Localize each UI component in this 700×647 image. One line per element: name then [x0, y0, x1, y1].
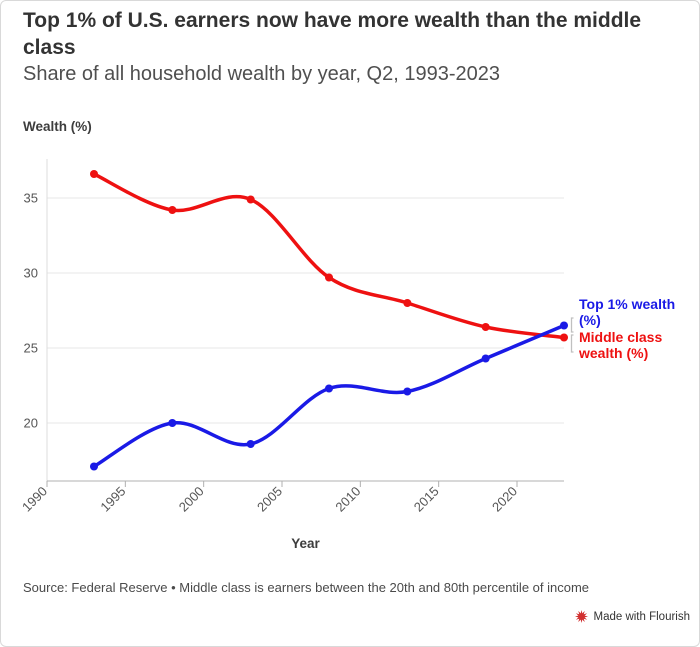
y-tick-label-25: 25	[24, 341, 38, 356]
x-axis-title: Year	[291, 536, 320, 551]
flourish-starburst-icon	[575, 610, 589, 623]
data-point-series0-2023[interactable]	[560, 321, 568, 330]
data-point-series1-2008[interactable]	[325, 273, 333, 282]
data-point-series1-2023[interactable]	[560, 333, 568, 342]
series-label-middle-class: Middle class wealth (%)	[579, 329, 663, 361]
series-label-top-1-percent: Top 1% wealth (%)	[579, 296, 676, 328]
data-point-series0-2008[interactable]	[325, 384, 333, 393]
x-tick-label-1995: 1995	[97, 484, 128, 515]
flourish-badge[interactable]: Made with Flourish	[575, 610, 690, 623]
x-tick-label-2005: 2005	[254, 484, 285, 515]
x-tick-label-2015: 2015	[411, 484, 442, 515]
y-axis-title: Wealth (%)	[23, 119, 92, 134]
x-tick-label-2010: 2010	[332, 484, 363, 515]
y-tick-label-35: 35	[24, 191, 38, 206]
data-point-series1-2013[interactable]	[403, 299, 412, 307]
y-tick-label-20: 20	[24, 416, 38, 431]
data-point-series1-1998[interactable]	[168, 206, 177, 214]
page-subtitle: Share of all household wealth by year, Q…	[23, 63, 500, 85]
x-tick-label-2020: 2020	[489, 484, 520, 515]
data-point-series1-1993[interactable]	[90, 170, 98, 178]
label-bracket-series0	[570, 317, 574, 333]
source-note: Source: Federal Reserve • Middle class i…	[23, 580, 590, 595]
data-point-series0-2018[interactable]	[481, 354, 490, 363]
label-bracket-series1	[570, 334, 574, 353]
y-tick-label-30: 30	[24, 266, 38, 281]
page-title: Top 1% of U.S. earners now have more wea…	[23, 9, 642, 59]
data-point-series1-2003[interactable]	[246, 195, 255, 204]
series-line-1	[92, 172, 566, 340]
x-tick-label-1990: 1990	[19, 484, 50, 515]
data-point-series0-2003[interactable]	[246, 440, 255, 448]
flourish-label: Made with Flourish	[593, 610, 690, 623]
x-tick-label-2000: 2000	[176, 484, 207, 515]
data-point-series0-2013[interactable]	[403, 387, 412, 396]
series-line-0	[92, 323, 566, 469]
data-point-series0-1993[interactable]	[90, 462, 98, 471]
data-point-series0-1998[interactable]	[168, 419, 177, 427]
data-point-series1-2018[interactable]	[481, 323, 490, 331]
